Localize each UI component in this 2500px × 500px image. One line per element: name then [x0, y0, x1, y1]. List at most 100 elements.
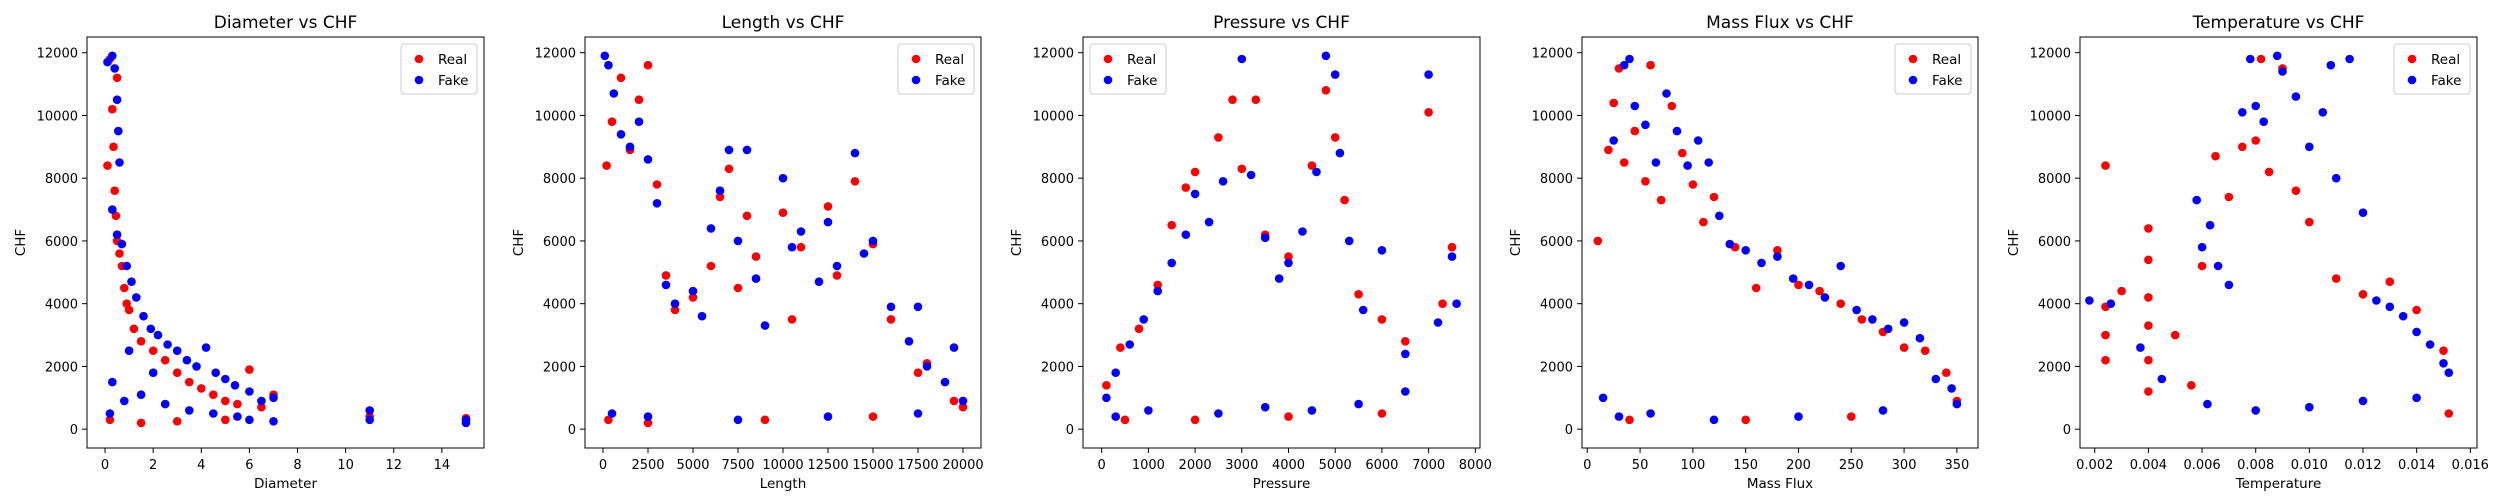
- point-fake-22: [230, 381, 240, 390]
- x-tick-label: 4000: [1272, 458, 1305, 473]
- x-tick-label: 0.004: [2130, 458, 2167, 473]
- point-fake-32: [233, 412, 242, 421]
- points-layer: [1102, 51, 1461, 425]
- point-real-5: [2144, 224, 2153, 233]
- point-real-4: [110, 186, 119, 195]
- x-tick-label: 5000: [676, 458, 709, 473]
- legend-label-fake: Fake: [1932, 73, 1962, 89]
- y-tick-label: 12000: [2030, 47, 2071, 62]
- point-real-2: [2101, 330, 2110, 340]
- point-real-6: [1641, 177, 1650, 186]
- point-fake-8: [1672, 126, 1682, 136]
- point-fake-13: [2272, 51, 2282, 61]
- point-fake-23: [1401, 349, 1410, 359]
- point-fake-11: [132, 293, 141, 302]
- point-real-0: [1102, 381, 1111, 390]
- point-fake-28: [886, 302, 896, 312]
- point-fake-19: [1335, 148, 1345, 158]
- point-real-23: [1120, 415, 1130, 425]
- point-fake-28: [136, 390, 146, 400]
- point-fake-29: [2203, 399, 2212, 409]
- point-fake-5: [634, 117, 644, 126]
- point-real-17: [2251, 136, 2260, 145]
- point-fake-33: [1878, 406, 1888, 415]
- point-fake-25: [2412, 327, 2421, 337]
- point-real-12: [1699, 217, 1708, 227]
- point-fake-30: [2251, 406, 2260, 415]
- point-fake-18: [192, 362, 201, 371]
- legend-label-real: Real: [1127, 52, 1156, 68]
- point-real-9: [2144, 355, 2153, 365]
- plot-area: [1083, 37, 1480, 448]
- point-real-1: [1116, 343, 1125, 352]
- point-fake-0: [2085, 296, 2094, 305]
- x-tick-label: 10000: [762, 458, 803, 473]
- point-fake-0: [103, 57, 112, 67]
- point-real-31: [868, 412, 878, 421]
- x-axis-label: Length: [760, 476, 807, 492]
- point-fake-32: [2358, 396, 2368, 406]
- point-fake-30: [1214, 409, 1223, 418]
- points-layer: [2085, 51, 2454, 418]
- point-real-12: [724, 164, 734, 174]
- legend-label-real: Real: [935, 52, 964, 68]
- legend-marker-fake: [2407, 75, 2417, 85]
- point-real-28: [604, 415, 613, 425]
- point-real-16: [778, 208, 788, 217]
- point-real-23: [2331, 274, 2341, 283]
- point-real-20: [832, 271, 842, 280]
- point-fake-21: [221, 374, 230, 384]
- x-tick-label: 6: [245, 458, 253, 473]
- point-fake-35: [365, 406, 375, 415]
- x-tick-label: 17500: [897, 458, 938, 473]
- point-fake-26: [2425, 340, 2435, 349]
- point-fake-0: [1102, 393, 1111, 403]
- point-fake-7: [652, 199, 662, 208]
- point-real-15: [148, 346, 158, 356]
- y-tick-label: 4000: [2038, 298, 2071, 313]
- point-fake-22: [1868, 315, 1877, 324]
- y-tick-label: 6000: [1540, 235, 1573, 250]
- point-fake-10: [2246, 54, 2255, 64]
- point-fake-2: [1125, 340, 1134, 349]
- point-fake-19: [2331, 173, 2341, 183]
- point-real-18: [1377, 315, 1387, 324]
- point-fake-6: [643, 155, 653, 164]
- chart-3: 0 1000 2000 3000 4000 5000 6000 7000 8000 0 2000 40…: [1009, 13, 1492, 492]
- point-real-22: [1447, 242, 1457, 252]
- point-fake-5: [1641, 120, 1650, 130]
- legend-marker-real: [1908, 54, 1918, 64]
- point-fake-12: [1260, 233, 1270, 243]
- point-real-12: [1284, 252, 1293, 261]
- point-fake-10: [1237, 54, 1247, 64]
- point-fake-27: [120, 396, 129, 406]
- point-fake-1: [604, 60, 613, 70]
- y-tick-label: 8000: [543, 172, 576, 187]
- point-fake-0: [600, 51, 610, 61]
- point-real-24: [2358, 290, 2368, 299]
- legend-marker-real: [2407, 54, 2417, 64]
- x-tick-label: 8: [293, 458, 301, 473]
- point-real-25: [1284, 412, 1293, 421]
- point-fake-22: [1377, 246, 1387, 255]
- point-fake-25: [1915, 333, 1925, 343]
- point-real-15: [751, 252, 761, 261]
- point-fake-20: [787, 242, 797, 252]
- point-fake-6: [2205, 220, 2215, 230]
- y-tick-label: 2000: [2038, 360, 2071, 375]
- point-real-20: [1424, 108, 1433, 117]
- x-tick-label: 150: [1733, 458, 1758, 473]
- point-fake-16: [742, 145, 752, 155]
- y-tick-label: 0: [2063, 423, 2071, 438]
- point-fake-11: [2251, 101, 2260, 111]
- point-real-3: [1153, 280, 1162, 290]
- x-tick-label: 0.012: [2344, 458, 2381, 473]
- point-real-5: [1630, 126, 1640, 136]
- point-fake-26: [859, 249, 869, 258]
- x-tick-label: 0.016: [2452, 458, 2489, 473]
- point-fake-30: [185, 406, 194, 415]
- point-real-18: [1815, 286, 1824, 296]
- point-fake-11: [1704, 158, 1713, 167]
- point-fake-21: [1852, 305, 1861, 315]
